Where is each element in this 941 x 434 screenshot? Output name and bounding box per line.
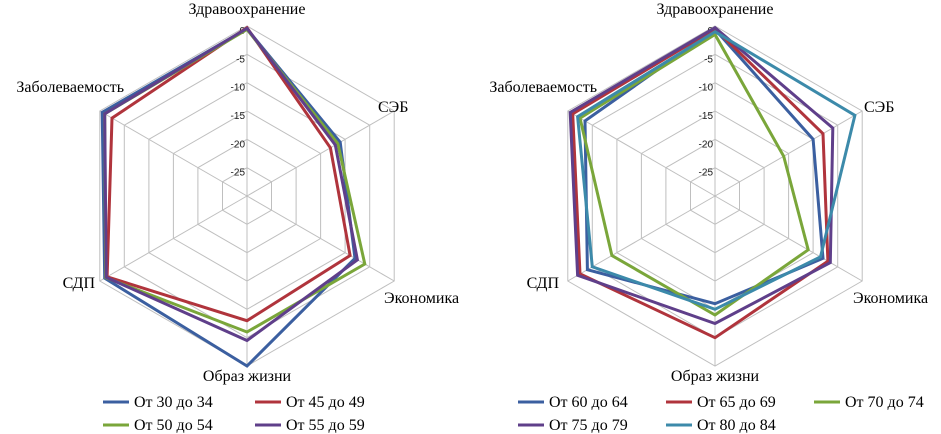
tick-label: -10 — [231, 83, 246, 94]
legend: От 60 до 64 От 65 до 69 От 70 до 74 От 75 д… — [518, 394, 924, 434]
legend-label: От 80 до 84 — [697, 417, 776, 434]
tick-label: -20 — [699, 139, 714, 150]
legend-item: От 45 до 49 — [255, 394, 365, 411]
legend-label: От 30 до 34 — [134, 394, 213, 411]
legend-label: От 55 до 59 — [286, 417, 365, 434]
legend-label: От 65 до 69 — [697, 394, 776, 411]
series-line — [571, 26, 830, 340]
axis-label: СДП — [63, 275, 96, 292]
legend-item: От 75 до 79 — [518, 417, 628, 434]
tick-label: -25 — [699, 168, 714, 179]
radar-series — [568, 25, 857, 340]
legend-item: От 50 до 54 — [103, 417, 213, 434]
legend: От 30 до 34 От 45 до 49 От 50 до 54 От 55 д… — [103, 394, 365, 434]
series-line — [583, 27, 825, 306]
axis-label: Экономика — [853, 290, 928, 307]
series-line — [100, 26, 357, 368]
grid-spoke — [714, 195, 863, 282]
series-line — [576, 29, 857, 311]
radar-tick-labels: 0-5-10-15-20-25 — [231, 26, 246, 179]
tick-label: -10 — [699, 83, 714, 94]
legend-label: От 70 до 74 — [845, 394, 924, 411]
legend-item: От 30 до 34 — [103, 394, 213, 411]
axis-label: Здравоохранение — [657, 1, 774, 18]
axis-label: Экономика — [384, 290, 459, 307]
grid-spoke — [246, 195, 395, 282]
tick-label: -20 — [231, 139, 246, 150]
tick-label: -15 — [231, 111, 246, 122]
grid-spoke — [714, 110, 863, 197]
radar-chart-left: 0-5-10-15-20-25 ЗдравоохранениеСЭБЭконом… — [16, 1, 459, 434]
radar-axis-labels: Здравоохранение СЭБ Экономика Образ жизни СД… — [16, 1, 459, 385]
legend-label: От 60 до 64 — [549, 394, 628, 411]
axis-label: СДП — [527, 275, 560, 292]
grid-spoke — [246, 110, 395, 197]
axis-label: СЭБ — [864, 99, 894, 116]
series-line — [578, 32, 810, 317]
grid-spoke — [567, 110, 716, 197]
legend-label: От 75 до 79 — [549, 417, 628, 434]
legend-label: От 50 до 54 — [134, 417, 213, 434]
radar-grid — [99, 25, 395, 367]
series-line — [568, 25, 835, 326]
legend-label: От 45 до 49 — [286, 394, 365, 411]
axis-label: Заболеваемость — [489, 79, 597, 96]
tick-label: -15 — [699, 111, 714, 122]
radar-axis-labels: Здравоохранение СЭБ Экономика Образ жизни СД… — [489, 1, 928, 385]
grid-spoke — [99, 110, 248, 197]
legend-item: От 70 до 74 — [814, 394, 924, 411]
axis-label: Образ жизни — [671, 368, 760, 385]
grid-spoke — [99, 195, 248, 282]
legend-item: От 55 до 59 — [255, 417, 365, 434]
tick-label: -25 — [231, 168, 246, 179]
radar-series — [100, 25, 367, 368]
axis-label: Заболеваемость — [16, 79, 124, 96]
series-line — [103, 26, 360, 343]
legend-item: От 65 до 69 — [666, 394, 776, 411]
series-line — [103, 27, 367, 334]
axis-label: Здравоохранение — [189, 1, 306, 18]
legend-item: От 80 до 84 — [666, 417, 776, 434]
radar-chart-right: 0-5-10-15-20-25 ЗдравоохранениеСЭБЭконом… — [489, 1, 928, 434]
tick-label: -5 — [236, 54, 245, 65]
series-line — [105, 25, 352, 323]
tick-label: -5 — [704, 54, 713, 65]
axis-label: Образ жизни — [203, 368, 292, 385]
radar-tick-labels: 0-5-10-15-20-25 — [699, 26, 714, 179]
axis-label: СЭБ — [378, 99, 408, 116]
legend-item: От 60 до 64 — [518, 394, 628, 411]
